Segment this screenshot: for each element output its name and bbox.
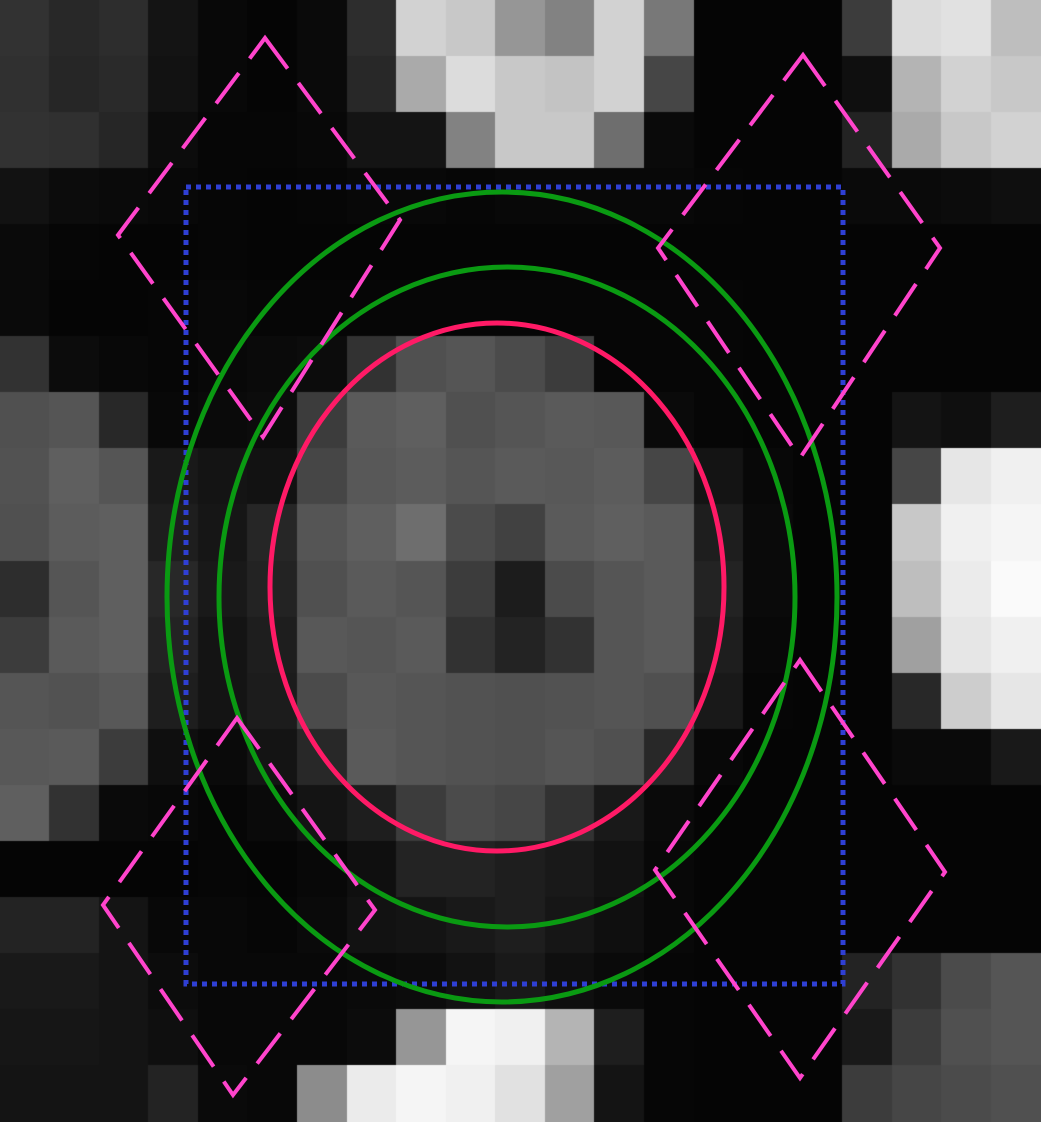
- diamond-bottom-left: [100, 714, 378, 1099]
- diamond-bottom-right: [652, 656, 948, 1082]
- diamond-top-left: [115, 34, 403, 441]
- core-red-ellipse: [267, 320, 727, 854]
- diamond-top-right: [655, 51, 943, 462]
- inner-green-ellipse: [216, 264, 798, 930]
- dotted-bounding-box: [183, 184, 846, 987]
- outer-green-ellipse: [164, 189, 840, 1005]
